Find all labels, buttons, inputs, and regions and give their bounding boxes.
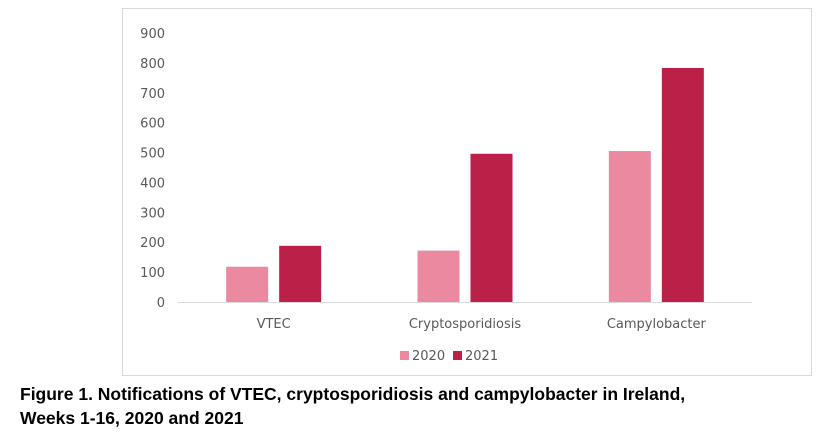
bar-2020-campylobacter: [608, 151, 651, 302]
y-tick-label: 500: [140, 147, 165, 162]
bar-2020-cryptosporidiosis: [417, 250, 460, 302]
legend-swatch-2020: [400, 351, 409, 360]
y-tick-label: 800: [140, 57, 165, 72]
legend-label: 2020: [412, 349, 445, 364]
bar-2021-campylobacter: [661, 67, 704, 302]
y-tick-label: 900: [140, 27, 165, 42]
chart-border: [122, 8, 812, 376]
y-tick-label: 300: [140, 206, 165, 221]
y-tick-label: 400: [140, 176, 165, 191]
y-tick-label: 100: [140, 266, 165, 281]
figure-caption-line-2: Weeks 1-16, 2020 and 2021: [20, 408, 244, 428]
bar-2021-vtec: [279, 245, 322, 302]
y-tick-label: 700: [140, 87, 165, 102]
legend-swatch-2021: [453, 351, 462, 360]
y-tick-label: 0: [157, 296, 165, 311]
y-tick-label: 600: [140, 117, 165, 132]
x-category-label: Cryptosporidiosis: [409, 317, 522, 332]
x-category-label: VTEC: [257, 317, 291, 332]
y-tick-label: 200: [140, 236, 165, 251]
bar-2021-cryptosporidiosis: [470, 153, 513, 302]
bar-2020-vtec: [226, 266, 269, 302]
figure-caption-line-1: Figure 1. Notifications of VTEC, cryptos…: [20, 384, 686, 404]
x-category-label: Campylobacter: [607, 317, 707, 332]
bar-chart: 0 100 200 300 400 500 600 700 800 900 VTEC Cryptosp…: [140, 27, 752, 364]
legend-label: 2021: [465, 349, 498, 364]
